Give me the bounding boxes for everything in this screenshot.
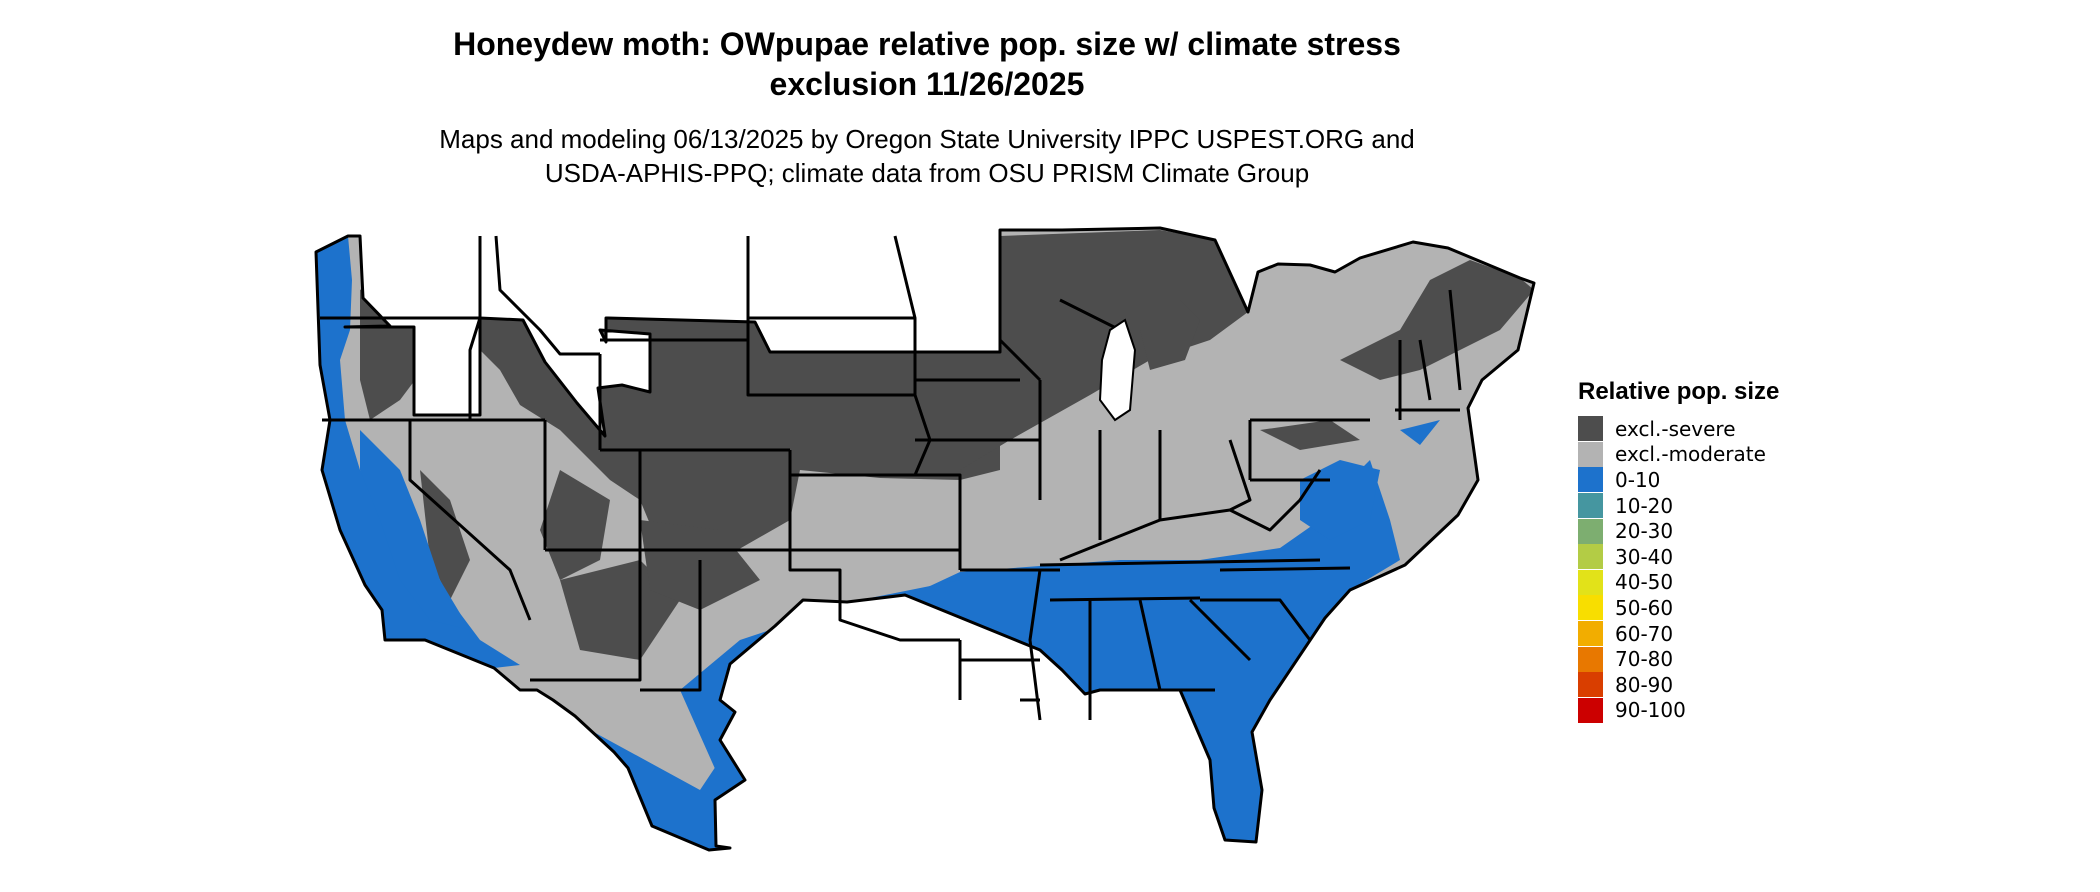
- region-excl-severe-northeast: [1340, 260, 1534, 380]
- border-ar-ms: [1028, 569, 1042, 721]
- legend-label: 0-10: [1615, 467, 1661, 492]
- border-id-mt: [494, 235, 600, 356]
- state-borders: [314, 226, 1536, 852]
- legend-swatch: [1578, 493, 1603, 519]
- legend-swatch: [1578, 441, 1603, 467]
- legend-items: excl.-severe excl.-moderate 0-10 10-20 20-30…: [1578, 416, 1779, 723]
- map-title: Honeydew moth: OWpupae relative pop. siz…: [0, 24, 1854, 104]
- map-title-line-1: Honeydew moth: OWpupae relative pop. siz…: [453, 26, 1401, 62]
- border-az-nm: [530, 550, 642, 682]
- region-0-10-long-island: [1400, 420, 1440, 445]
- border-ca-nv-diag: [408, 420, 532, 621]
- legend-item: 80-90: [1578, 672, 1779, 698]
- border-nc-sc: [1200, 598, 1312, 641]
- region-0-10-california-valley: [360, 430, 470, 630]
- legend-swatch: [1578, 569, 1603, 595]
- legend-label: 20-30: [1615, 519, 1674, 544]
- border-nc-va: [1219, 566, 1351, 572]
- legend-swatch: [1578, 697, 1603, 723]
- us-outline: [314, 226, 1536, 852]
- region-excl-severe-sierra: [420, 470, 470, 600]
- map-subtitle-line-2: USDA-APHIS-PPQ; climate data from OSU PR…: [544, 158, 1310, 188]
- border-wy-ne: [746, 340, 790, 397]
- map-title-line-2: exclusion 11/26/2025: [769, 66, 1085, 102]
- legend-swatch: [1578, 595, 1603, 621]
- region-excl-severe-pennsylvania-patch: [1260, 420, 1360, 450]
- border-nd-mn: [893, 235, 932, 441]
- legend-label: 80-90: [1615, 672, 1674, 697]
- border-vt-nh: [1418, 339, 1432, 401]
- legend-swatch: [1578, 672, 1603, 698]
- legend-item: 50-60: [1578, 595, 1779, 621]
- legend-label: 50-60: [1615, 595, 1674, 620]
- border-nh-me: [1448, 289, 1462, 391]
- legend-label: 40-50: [1615, 570, 1674, 595]
- legend-swatch: [1578, 518, 1603, 544]
- border-nm-tx: [640, 560, 702, 692]
- legend-label: 30-40: [1615, 544, 1674, 569]
- legend-title: Relative pop. size: [1578, 378, 1780, 405]
- border-ks-mo: [915, 473, 962, 570]
- map-subtitle: Maps and modeling 06/13/2025 by Oregon S…: [0, 122, 1854, 190]
- legend-label: 70-80: [1615, 647, 1674, 672]
- border-wv-va: [1229, 469, 1322, 532]
- legend-label: 60-70: [1615, 621, 1674, 646]
- legend-item: excl.-severe: [1578, 416, 1779, 442]
- border-al-ga: [1138, 599, 1162, 691]
- border-ok-tx: [788, 550, 960, 642]
- border-or-id: [468, 317, 482, 420]
- legend-item: 0-10: [1578, 467, 1779, 493]
- legend-item: 20-30: [1578, 518, 1779, 544]
- legend-item: 70-80: [1578, 646, 1779, 672]
- legend-label: 90-100: [1615, 698, 1686, 723]
- legend-swatch: [1578, 467, 1603, 493]
- region-excl-severe-michigan: [1140, 300, 1200, 370]
- map-subtitle-line-1: Maps and modeling 06/13/2025 by Oregon S…: [439, 124, 1415, 154]
- legend-label: 10-20: [1615, 493, 1674, 518]
- legend-item: excl.-moderate: [1578, 441, 1779, 468]
- legend-label: excl.-severe: [1615, 416, 1736, 441]
- legend-swatch: [1578, 646, 1603, 672]
- border-tn-north: [1039, 558, 1321, 567]
- region-excl-severe-great-basin: [540, 470, 610, 580]
- lake-michigan: [1098, 318, 1137, 422]
- border-tn-south: [1049, 596, 1201, 602]
- legend-item: 60-70: [1578, 621, 1779, 647]
- legend-item: 40-50: [1578, 569, 1779, 596]
- legend-item: 30-40: [1578, 544, 1779, 570]
- legend-swatch: [1578, 544, 1603, 570]
- legend: Relative pop. size excl.-severe excl.-mod…: [1578, 378, 1779, 723]
- border-ga-sc: [1188, 598, 1252, 662]
- legend-swatch: [1578, 416, 1603, 442]
- region-0-10-pacific-coast: [316, 236, 520, 668]
- border-ne-ks: [788, 439, 932, 477]
- legend-label: excl.-moderate: [1615, 442, 1766, 467]
- border-mn-wi: [998, 290, 1042, 382]
- region-0-10-southeast: [425, 460, 1400, 850]
- border-oh-wv: [1228, 439, 1252, 512]
- legend-swatch: [1578, 621, 1603, 647]
- border-ky-tn-line: [1059, 508, 1231, 562]
- legend-item: 90-100: [1578, 697, 1779, 724]
- legend-item: 10-20: [1578, 493, 1779, 519]
